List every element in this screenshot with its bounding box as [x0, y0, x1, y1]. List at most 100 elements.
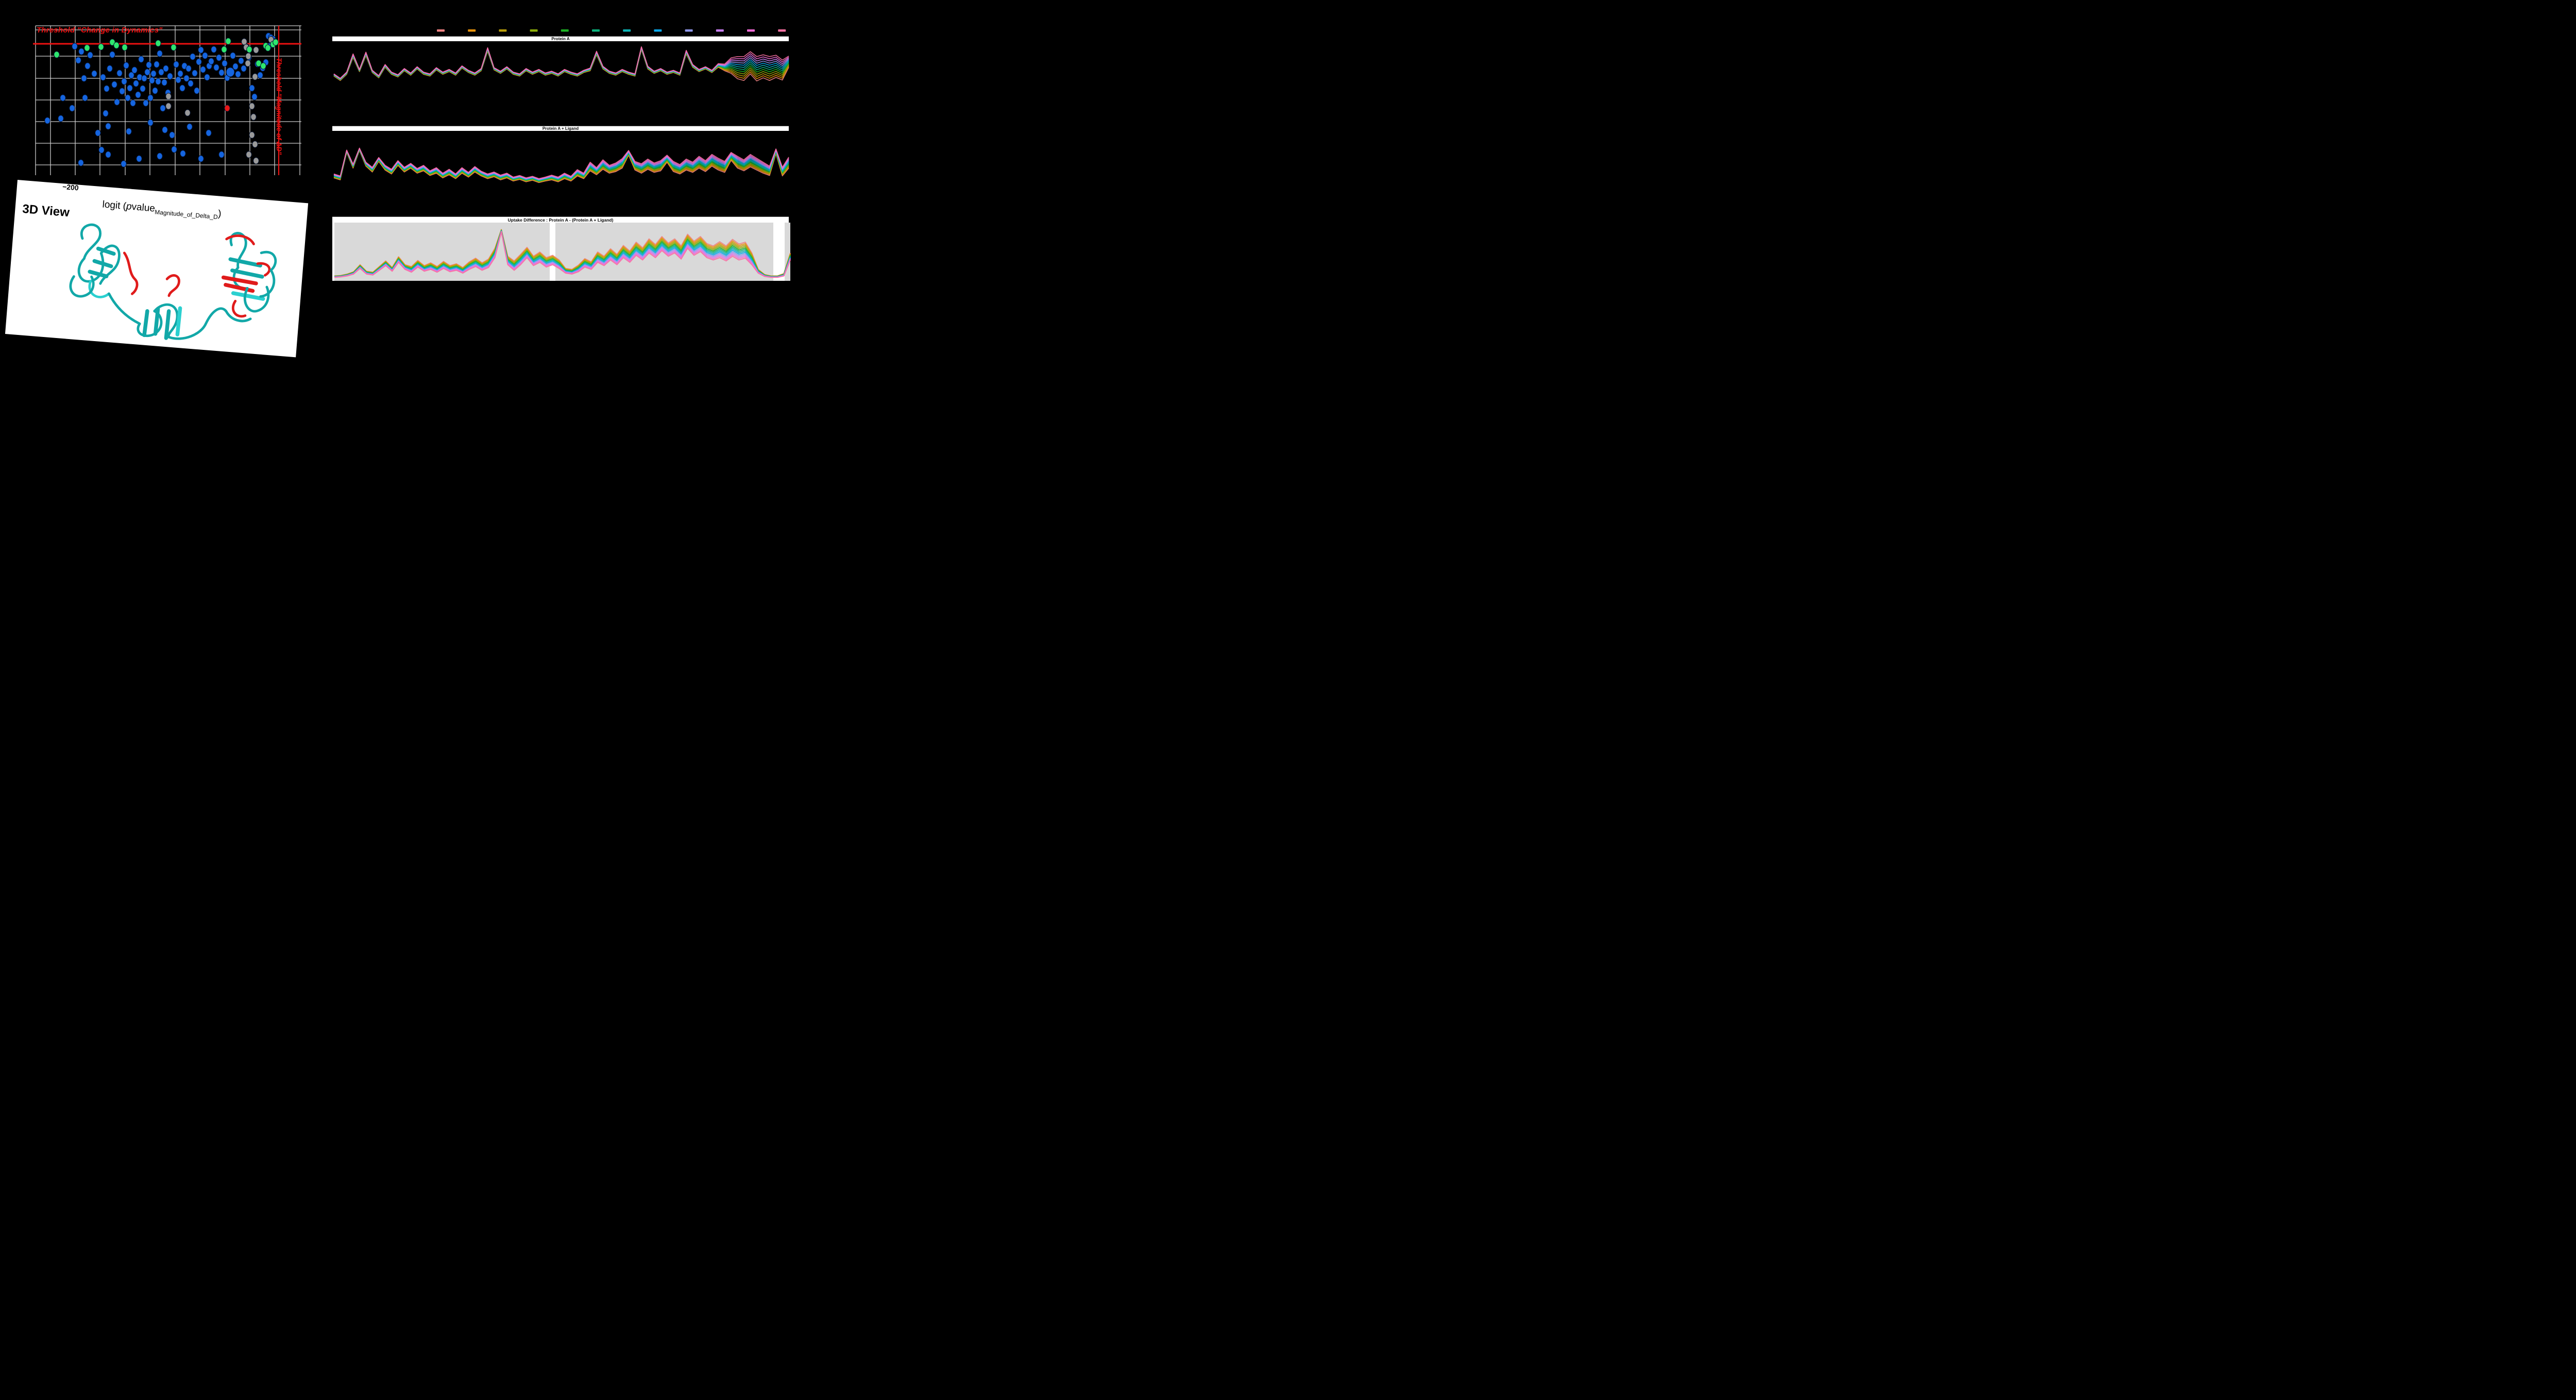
scatter-point-blue[interactable]: [198, 155, 204, 162]
scatter-point-blue[interactable]: [190, 53, 196, 60]
scatter-point-blue[interactable]: [206, 129, 212, 137]
scatter-point-blue[interactable]: [140, 85, 146, 92]
scatter-point-blue[interactable]: [251, 93, 258, 100]
scatter-point-blue[interactable]: [150, 70, 157, 77]
scatter-point-blue[interactable]: [119, 88, 125, 95]
scatter-point-blue[interactable]: [216, 54, 222, 61]
scatter-point-gray[interactable]: [253, 46, 259, 54]
uptake-series-11[interactable]: [333, 147, 789, 179]
scatter-point-blue[interactable]: [82, 94, 88, 102]
scatter-point-blue[interactable]: [121, 78, 127, 85]
legend-swatch-2[interactable]: [499, 29, 507, 32]
scatter-point-blue[interactable]: [147, 119, 154, 126]
scatter-point-blue[interactable]: [127, 85, 133, 92]
scatter-point-blue[interactable]: [161, 79, 167, 86]
scatter-point-blue[interactable]: [177, 70, 183, 77]
scatter-point-blue[interactable]: [194, 87, 200, 94]
scatter-point-blue[interactable]: [187, 123, 193, 130]
scatter-point-blue[interactable]: [211, 46, 217, 53]
scatter-point-gray[interactable]: [250, 113, 257, 121]
scatter-point-blue[interactable]: [238, 57, 244, 64]
scatter-point-blue[interactable]: [128, 72, 134, 79]
legend-swatch-6[interactable]: [623, 29, 631, 32]
scatter-point-blue[interactable]: [143, 99, 149, 107]
scatter-point-blue[interactable]: [131, 66, 138, 74]
scatter-point-blue[interactable]: [98, 146, 105, 154]
scatter-point-blue[interactable]: [157, 50, 163, 57]
panel-3d-view[interactable]: −200 −100 logit (pvalueMagnitude_of_Delt…: [5, 180, 309, 358]
scatter-point-blue[interactable]: [147, 94, 154, 102]
scatter-point-green[interactable]: [260, 62, 266, 70]
scatter-point-blue[interactable]: [72, 43, 78, 50]
scatter-point-blue[interactable]: [167, 73, 173, 80]
scatter-point-blue[interactable]: [204, 74, 210, 81]
legend-swatch-3[interactable]: [530, 29, 538, 32]
scatter-point-blue[interactable]: [135, 91, 141, 98]
scatter-point-gray[interactable]: [249, 103, 255, 110]
legend-swatch-0[interactable]: [437, 29, 445, 32]
scatter-point-blue[interactable]: [78, 48, 84, 55]
protein-ribbon-structure[interactable]: [36, 212, 287, 352]
legend-swatch-8[interactable]: [685, 29, 693, 32]
scatter-point-blue[interactable]: [126, 128, 132, 135]
scatter-point-green[interactable]: [273, 39, 279, 46]
scatter-point-blue[interactable]: [154, 61, 160, 68]
scatter-point-blue[interactable]: [87, 52, 93, 59]
legend-swatch-4[interactable]: [561, 29, 569, 32]
scatter-point-blue[interactable]: [171, 146, 177, 153]
scatter-point-blue[interactable]: [109, 51, 115, 58]
scatter-point-blue[interactable]: [84, 62, 91, 70]
scatter-point-blue[interactable]: [158, 69, 164, 76]
scatter-point-green[interactable]: [113, 42, 120, 49]
scatter-point-blue[interactable]: [200, 66, 206, 73]
scatter-point-red[interactable]: [224, 105, 230, 112]
volcano-plot[interactable]: [0, 0, 808, 310]
scatter-point-gray[interactable]: [253, 157, 259, 164]
scatter-point-blue[interactable]: [105, 151, 111, 158]
scatter-point-blue[interactable]: [232, 63, 239, 70]
scatter-point-green[interactable]: [246, 46, 252, 53]
scatter-point-blue[interactable]: [95, 129, 101, 137]
scatter-point-blue[interactable]: [152, 87, 158, 94]
legend-swatch-9[interactable]: [716, 29, 724, 32]
legend-swatch-1[interactable]: [468, 29, 476, 32]
scatter-point-blue[interactable]: [169, 131, 175, 139]
legend-swatch-5[interactable]: [592, 29, 600, 32]
scatter-point-gray[interactable]: [245, 53, 251, 60]
scatter-point-blue[interactable]: [183, 75, 190, 82]
scatter-point-gray[interactable]: [184, 109, 191, 116]
scatter-point-blue[interactable]: [144, 69, 150, 76]
scatter-point-blue[interactable]: [100, 74, 106, 81]
scatter-point-blue[interactable]: [136, 155, 142, 162]
scatter-point-blue[interactable]: [213, 64, 219, 71]
scatter-point-blue[interactable]: [125, 94, 131, 102]
scatter-point-blue[interactable]: [196, 58, 202, 65]
scatter-point-blue[interactable]: [155, 78, 161, 85]
scatter-point-blue[interactable]: [241, 65, 247, 72]
scatter-point-green[interactable]: [122, 44, 128, 51]
scatter-point-blue[interactable]: [58, 115, 64, 122]
scatter-point-blue[interactable]: [105, 123, 111, 130]
scatter-point-blue[interactable]: [185, 65, 192, 72]
scatter-point-blue[interactable]: [44, 117, 50, 124]
scatter-point-gray[interactable]: [252, 141, 258, 148]
uptake-difference-chart[interactable]: [0, 0, 808, 310]
scatter-point-blue[interactable]: [81, 75, 87, 82]
scatter-point-blue[interactable]: [218, 151, 225, 158]
scatter-point-blue[interactable]: [91, 70, 97, 77]
scatter-point-gray[interactable]: [245, 60, 251, 67]
scatter-point-blue[interactable]: [160, 105, 166, 112]
scatter-point-blue[interactable]: [175, 76, 181, 83]
scatter-point-gray[interactable]: [252, 73, 258, 80]
uptake-chart-protein-a[interactable]: [0, 0, 808, 310]
scatter-point-blue[interactable]: [179, 85, 185, 92]
scatter-point-blue[interactable]: [202, 52, 208, 59]
scatter-point-blue[interactable]: [180, 150, 186, 157]
scatter-point-blue[interactable]: [133, 80, 139, 87]
scatter-point-gray[interactable]: [246, 151, 252, 158]
scatter-point-blue[interactable]: [235, 71, 241, 78]
scatter-point-green[interactable]: [98, 43, 104, 50]
scatter-point-blue[interactable]: [141, 75, 147, 82]
scatter-point-blue[interactable]: [138, 56, 144, 63]
scatter-point-blue[interactable]: [222, 60, 228, 67]
